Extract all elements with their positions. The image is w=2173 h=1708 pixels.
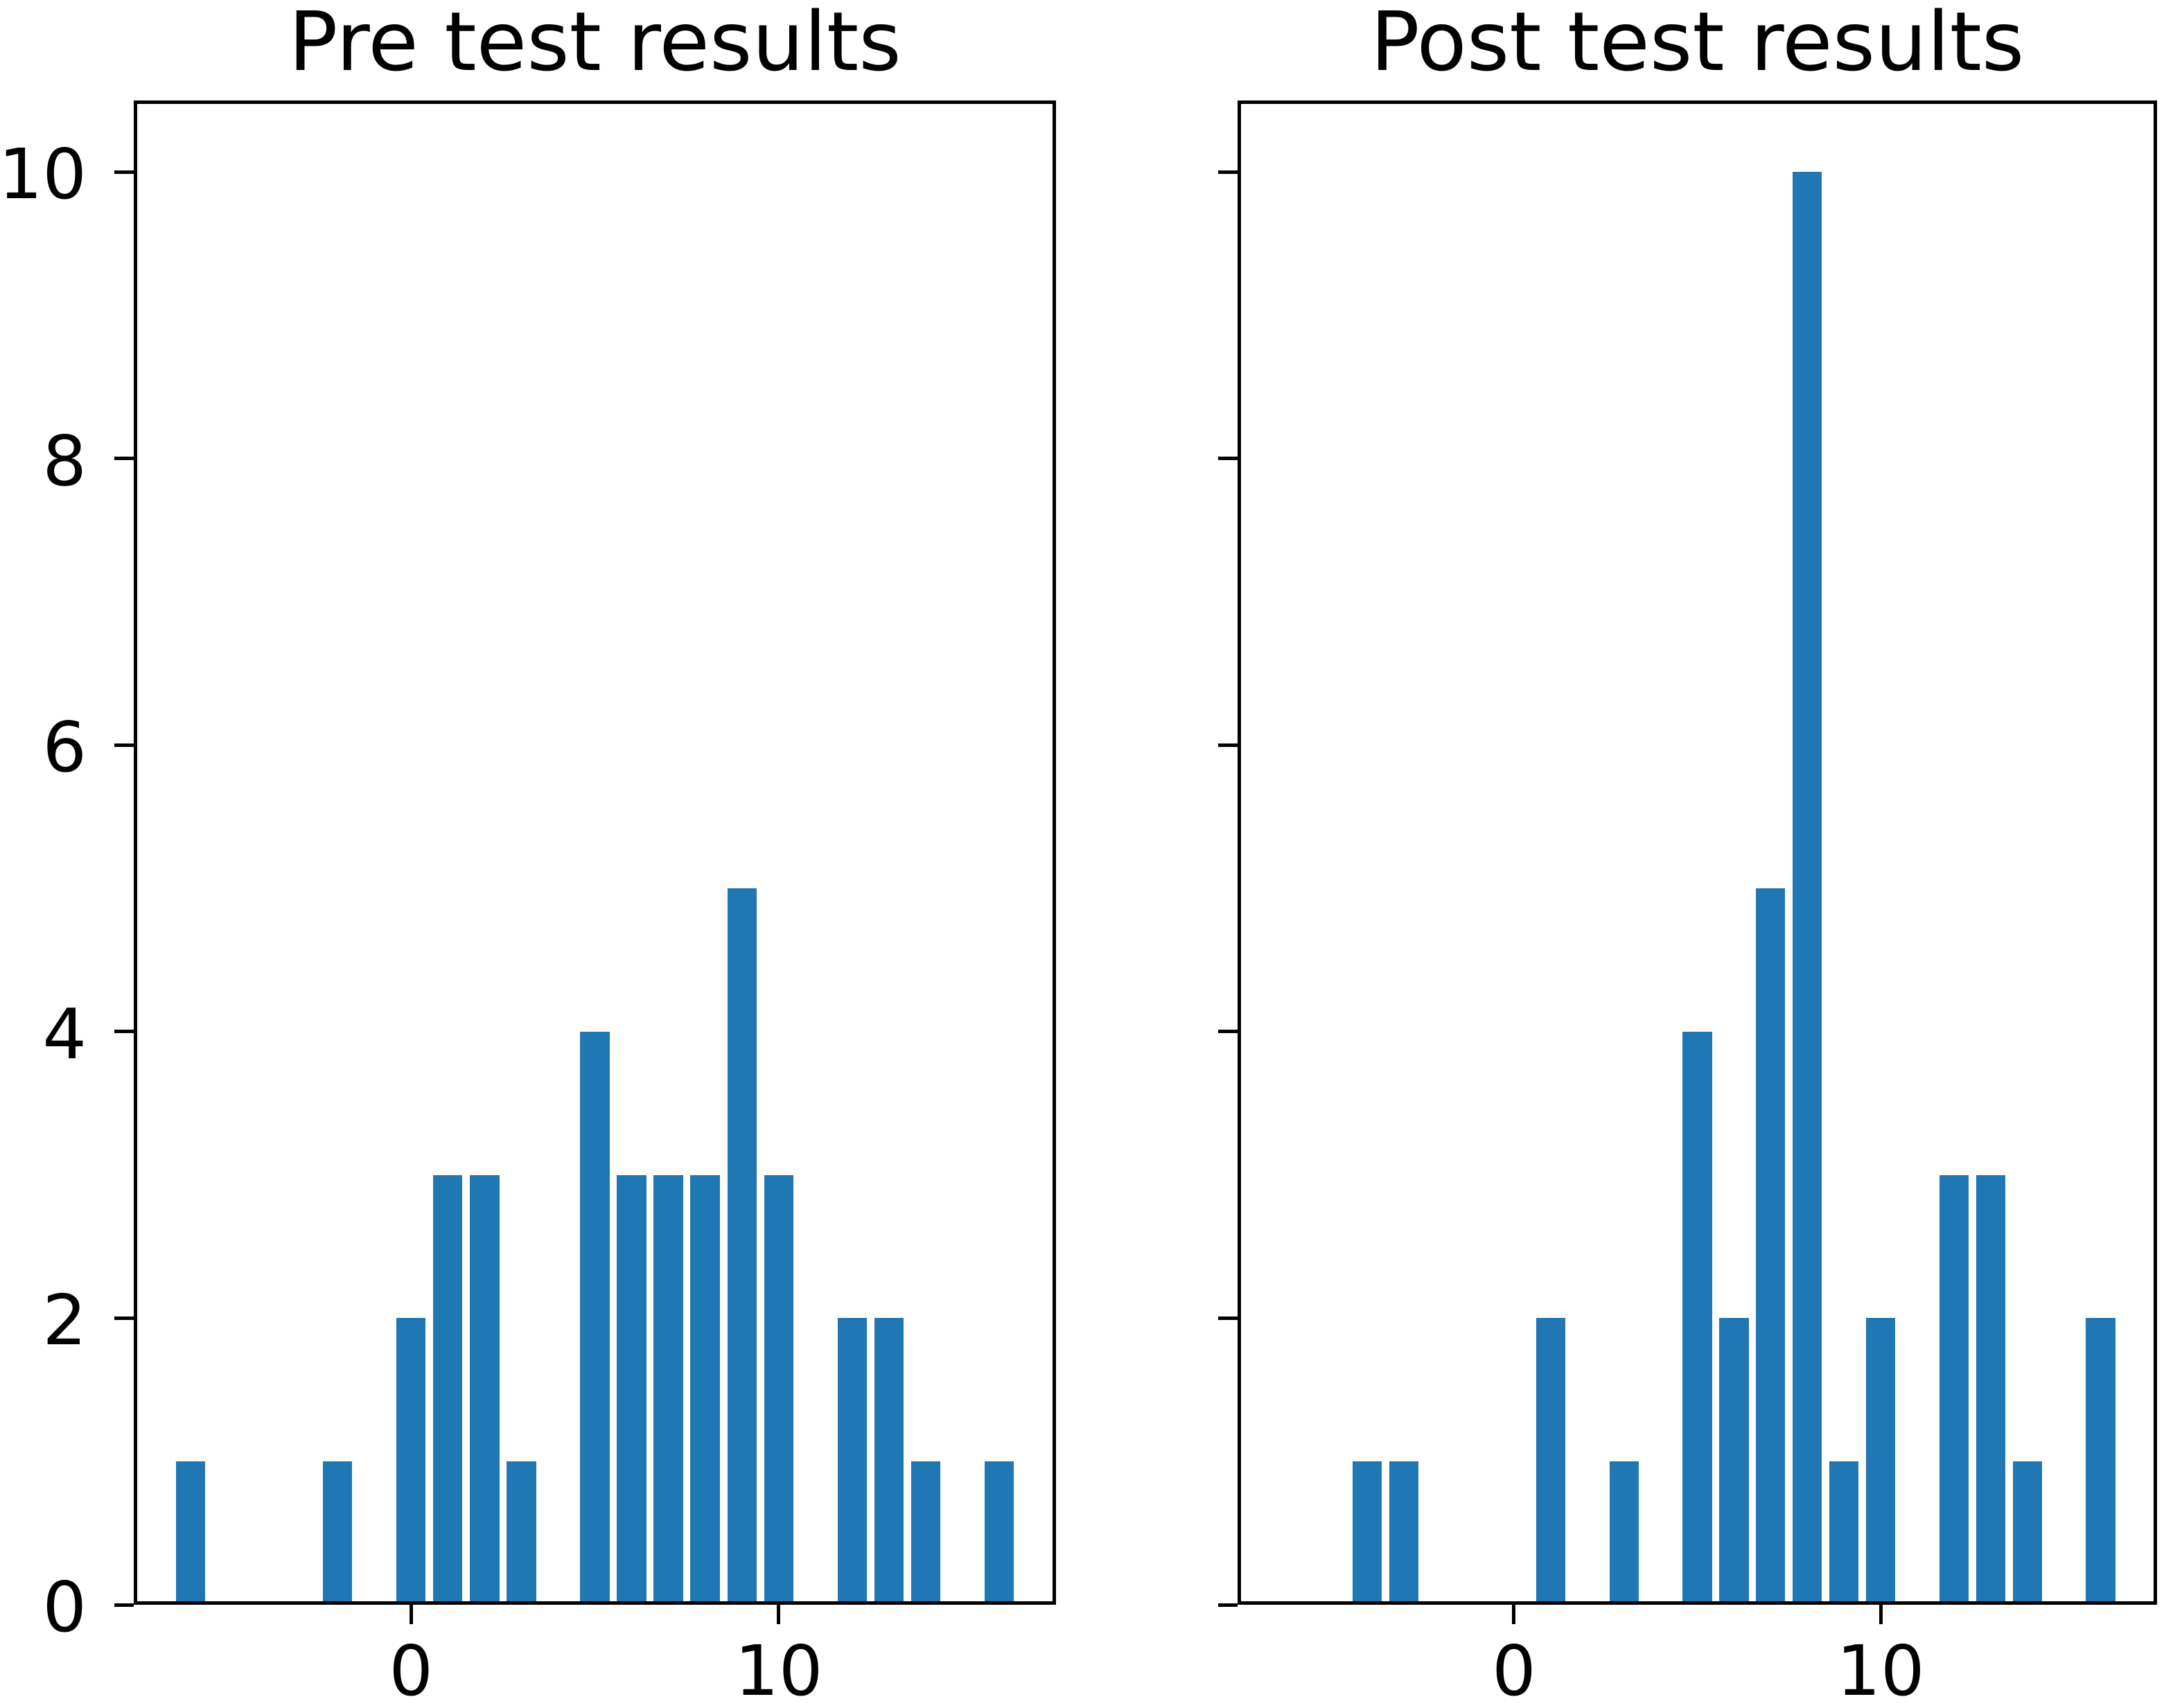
histogram-bar	[1756, 888, 1786, 1605]
y-tick-mark	[1218, 170, 1238, 174]
y-tick-label: 2	[42, 1280, 87, 1362]
right-spine	[1053, 100, 1056, 1605]
histogram-bar	[1829, 1461, 1859, 1605]
pre-test-plot-area: 0 10 0 2 4 6 8 10	[0, 100, 1056, 1706]
right-spine	[2154, 100, 2157, 1605]
histogram-bar	[1719, 1318, 1749, 1605]
histogram-bar	[322, 1461, 353, 1605]
post-test-chart-title: Post test results	[1370, 0, 2025, 89]
histogram-bar	[727, 888, 757, 1605]
y-tick-label: 4	[42, 993, 87, 1075]
top-spine	[134, 100, 1056, 104]
histogram-bar	[1353, 1461, 1382, 1605]
x-tick-mark	[777, 1605, 781, 1624]
x-tick-label: 10	[1836, 1630, 1925, 1708]
histogram-bar	[396, 1318, 426, 1605]
y-tick-mark	[1218, 1603, 1238, 1607]
histogram-bar	[985, 1461, 1014, 1605]
x-tick-label: 0	[389, 1630, 433, 1708]
y-tick-mark	[114, 1316, 134, 1320]
y-tick-mark	[114, 1030, 134, 1034]
y-tick-mark	[114, 457, 134, 461]
x-tick-label: 10	[734, 1630, 823, 1708]
x-tick-label: 0	[1492, 1630, 1536, 1708]
pre-test-chart-title: Pre test results	[288, 0, 901, 89]
histogram-bar	[764, 1174, 794, 1605]
histogram-bar	[507, 1461, 536, 1605]
x-tick-mark	[409, 1605, 413, 1624]
left-spine	[1238, 100, 1241, 1605]
histogram-bar	[1536, 1318, 1566, 1605]
histogram-bar	[580, 1031, 610, 1605]
histogram-bar	[1609, 1461, 1639, 1605]
y-tick-label: 8	[42, 420, 87, 502]
y-tick-label: 0	[42, 1567, 87, 1648]
left-spine	[134, 100, 137, 1605]
top-spine	[1238, 100, 2157, 104]
histogram-bar	[432, 1174, 463, 1605]
histogram-bar	[1976, 1174, 2005, 1605]
bottom-spine	[1238, 1601, 2157, 1605]
bottom-spine	[134, 1601, 1056, 1605]
histogram-bar	[2086, 1318, 2115, 1605]
y-tick-label: 6	[42, 707, 87, 789]
histogram-bar	[617, 1174, 646, 1605]
y-tick-mark	[114, 743, 134, 747]
y-tick-mark	[1218, 1316, 1238, 1320]
x-tick-mark	[1879, 1605, 1883, 1624]
post-test-plot-area: 0 10	[1218, 100, 2157, 1706]
y-tick-mark	[1218, 1030, 1238, 1034]
histogram-bar	[837, 1318, 868, 1605]
histogram-bar	[1389, 1461, 1419, 1605]
y-tick-mark	[114, 1603, 134, 1607]
histogram-bar	[175, 1461, 205, 1605]
y-tick-label: 10	[0, 134, 87, 215]
y-tick-mark	[114, 170, 134, 174]
y-tick-mark	[1218, 743, 1238, 747]
histogram-bar	[1939, 1174, 1969, 1605]
histogram-bar	[1865, 1318, 1896, 1605]
histogram-bar	[690, 1174, 720, 1605]
histogram-bar	[1682, 1031, 1712, 1605]
histogram-bar	[2012, 1461, 2042, 1605]
x-tick-mark	[1512, 1605, 1516, 1624]
histogram-bar	[910, 1461, 941, 1605]
y-tick-mark	[1218, 457, 1238, 461]
histogram-bar	[470, 1174, 500, 1605]
histogram-bar	[874, 1318, 904, 1605]
histogram-bar	[1793, 172, 1822, 1605]
histogram-bar	[653, 1174, 683, 1605]
